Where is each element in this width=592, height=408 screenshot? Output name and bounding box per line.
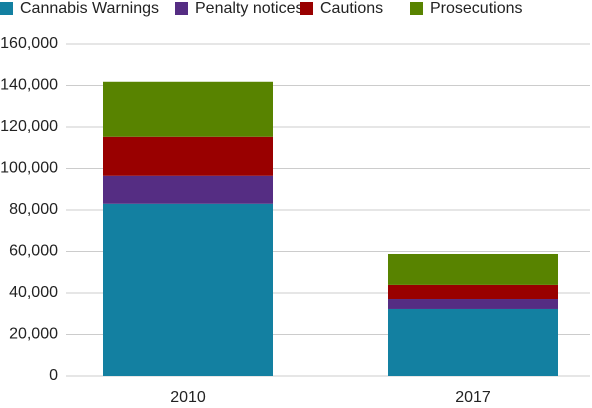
- y-tick-label: 160,000: [0, 35, 58, 52]
- y-tick-label: 80,000: [9, 201, 58, 218]
- y-tick-label: 140,000: [0, 77, 58, 94]
- x-tick-label: 2017: [455, 389, 491, 406]
- bar-segment: [103, 175, 273, 204]
- bar-segment: [103, 203, 273, 376]
- bar-segment: [388, 253, 558, 285]
- y-tick-label: 0: [49, 367, 58, 384]
- bar-segment: [103, 81, 273, 137]
- legend-label: Prosecutions: [430, 0, 523, 17]
- bar-segment: [388, 299, 558, 309]
- legend-swatch: [410, 2, 423, 15]
- legend-label: Cannabis Warnings: [20, 0, 159, 17]
- legend-swatch: [300, 2, 313, 15]
- legend-label: Penalty notices: [195, 0, 304, 17]
- y-tick-label: 120,000: [0, 118, 58, 135]
- y-tick-label: 60,000: [9, 243, 58, 260]
- y-tick-label: 100,000: [0, 160, 58, 177]
- y-tick-label: 20,000: [9, 326, 58, 343]
- y-tick-label: 40,000: [9, 284, 58, 301]
- legend-swatch: [175, 2, 188, 15]
- legend-label: Cautions: [320, 0, 383, 17]
- bar-segment: [388, 284, 558, 300]
- x-tick-label: 2010: [170, 389, 206, 406]
- legend-swatch: [0, 2, 13, 15]
- bar-segment: [388, 308, 558, 376]
- bar-segment: [103, 136, 273, 176]
